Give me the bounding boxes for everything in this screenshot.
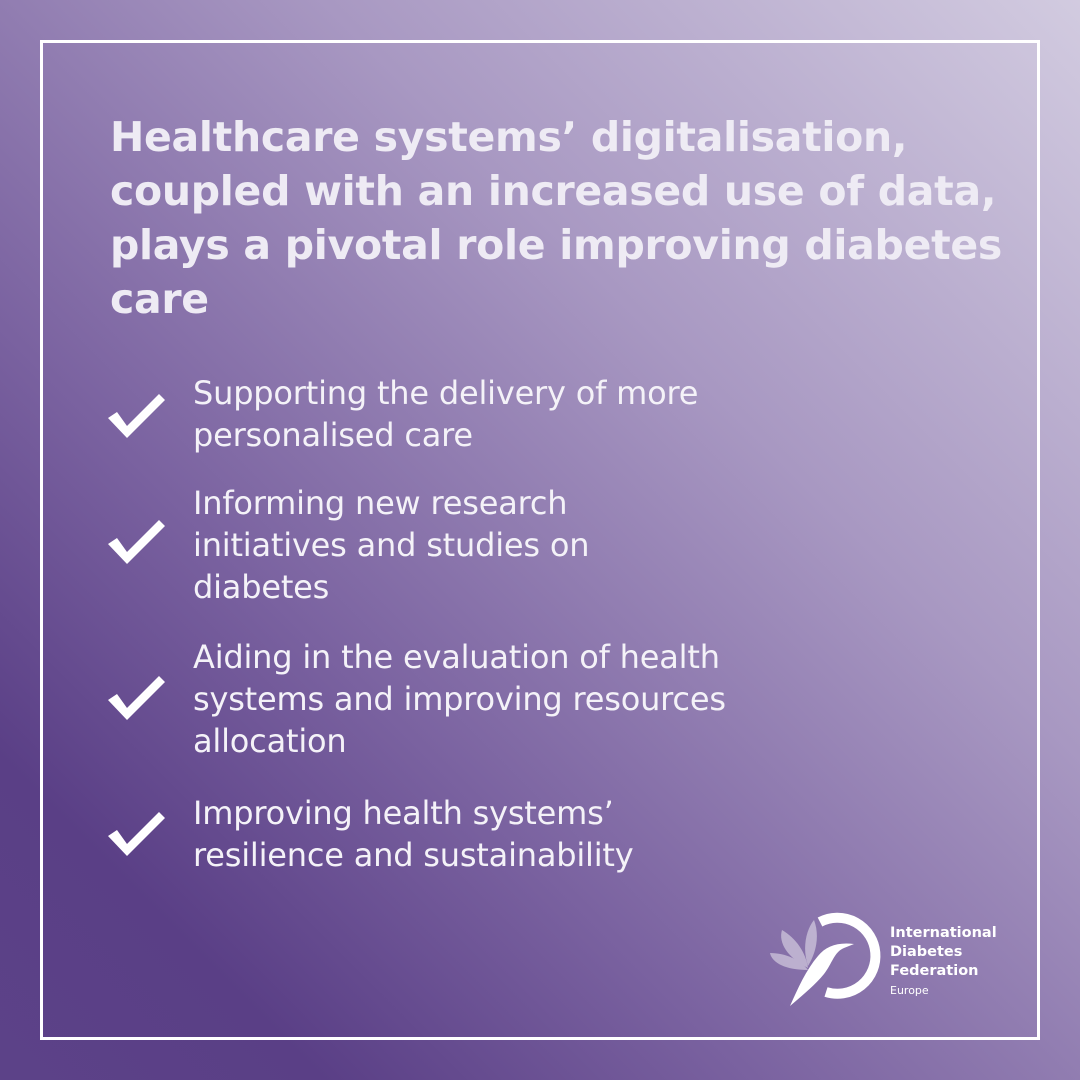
checkmark-icon [108,676,165,720]
checkmark-icon [108,394,165,438]
list-item-text: Supporting the delivery of more personal… [193,374,699,454]
hummingbird-logo-icon [770,912,881,1006]
logo-line: International [890,925,997,941]
white-border-frame [40,40,1040,1040]
list-item-text: Informing new research initiatives and s… [193,484,590,606]
logo-text: International Diabetes Federation Europe [890,924,997,1000]
logo-line: Federation [890,963,979,979]
logo-region: Europe [890,984,929,997]
list-item-text: Improving health systems’ resilience and… [193,794,634,874]
list-item-text: Aiding in the evaluation of health syste… [193,638,726,760]
logo-line: Diabetes [890,944,963,960]
checkmark-icon [108,520,165,564]
checkmark-icon [108,812,165,856]
idf-europe-logo: International Diabetes Federation Europe [768,908,1028,1018]
headline: Healthcare systems’ digitalisation, coup… [110,113,1003,323]
